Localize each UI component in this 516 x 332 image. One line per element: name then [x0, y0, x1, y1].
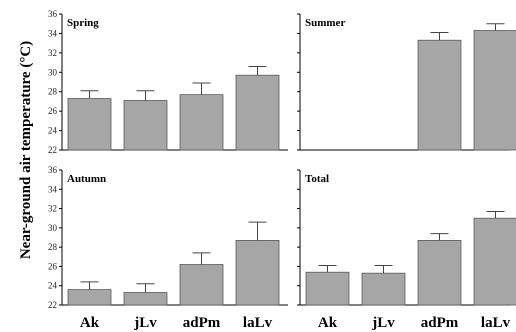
panel-total: Total	[297, 169, 516, 306]
bar-adpm	[179, 94, 224, 151]
y-tick-label: 22	[48, 145, 57, 155]
bar-lalv	[235, 239, 280, 306]
category-label: jLv	[371, 315, 395, 331]
y-tick-label: 30	[48, 223, 58, 233]
category-label: laLv	[481, 315, 511, 331]
panel-spring: 22 24 26 28 30 32 34 36 Spring	[48, 9, 288, 155]
bar-ak	[67, 289, 112, 306]
panel-title: Summer	[305, 17, 345, 29]
y-tick-label: 24	[48, 281, 58, 291]
panel-title: Autumn	[67, 173, 106, 185]
category-label: laLv	[243, 315, 273, 331]
bar-ak	[305, 271, 350, 306]
y-tick-label: 34	[48, 28, 58, 38]
panel-autumn: 22 24 26 28 30 32 34 36 Autumn	[48, 165, 288, 310]
panel-title: Spring	[67, 17, 99, 29]
y-axis-label: Near-ground air temperature (°C)	[18, 41, 34, 259]
y-tick-label: 36	[48, 165, 58, 175]
y-tick-label: 26	[48, 106, 58, 116]
bar-ak	[67, 98, 112, 151]
category-label: Ak	[80, 315, 100, 331]
bar-jlv	[361, 272, 406, 306]
bar-adpm	[179, 264, 224, 306]
bar-lalv	[473, 30, 516, 151]
bar-jlv	[123, 100, 168, 151]
y-tick-label: 34	[48, 184, 58, 194]
category-label: adPm	[183, 315, 221, 331]
bar-lalv	[473, 217, 516, 306]
y-tick-label: 28	[48, 242, 58, 252]
bar-adpm	[417, 239, 462, 306]
category-label: jLv	[133, 315, 157, 331]
y-tick-label: 28	[48, 87, 58, 97]
y-tick-label: 32	[48, 204, 57, 214]
panel-summer: Summer	[297, 13, 516, 151]
y-tick-label: 24	[48, 126, 58, 136]
bar-lalv	[235, 74, 280, 151]
y-tick-label: 36	[48, 9, 58, 19]
bar-adpm	[417, 39, 462, 151]
category-label: adPm	[421, 315, 459, 331]
bar-jlv	[123, 292, 168, 306]
y-tick-label: 26	[48, 261, 58, 271]
y-tick-label: 30	[48, 67, 58, 77]
category-label: Ak	[318, 315, 338, 331]
y-tick-label: 32	[48, 48, 57, 58]
y-tick-label: 22	[48, 300, 57, 310]
panel-title: Total	[305, 173, 329, 185]
